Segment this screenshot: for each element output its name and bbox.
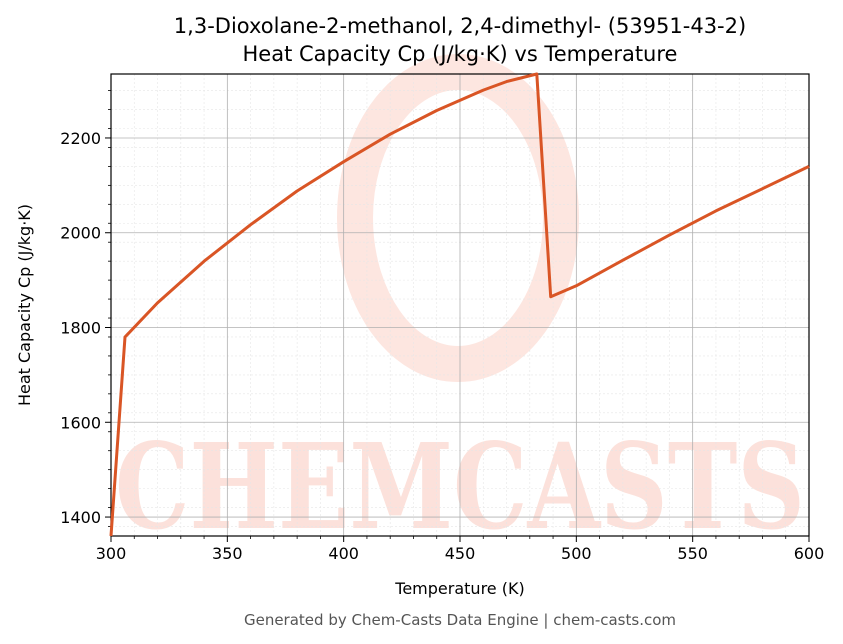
y-tick-label: 1400 [60,508,101,527]
y-tick-label: 1600 [60,413,101,432]
watermark-logo-ring [337,54,579,382]
x-tick-label: 450 [445,544,476,563]
chart-subtitle: Heat Capacity Cp (J/kg·K) vs Temperature [243,42,678,66]
series-layer [109,72,810,537]
x-tick-label: 600 [794,544,825,563]
footer-credit: Generated by Chem-Casts Data Engine | ch… [244,611,676,629]
y-tick-labels: 1400 1600 1800 2000 2200 [60,129,101,527]
x-tick-label: 550 [677,544,708,563]
y-tick-label: 1800 [60,319,101,338]
y-tick-label: 2200 [60,129,101,148]
x-tick-labels: 300 350 400 450 500 550 600 [96,544,825,563]
x-tick-label: 400 [328,544,359,563]
x-axis-label: Temperature (K) [394,579,524,598]
axis-ticks [105,90,810,542]
y-axis-label: Heat Capacity Cp (J/kg·K) [15,204,34,406]
x-tick-label: 300 [96,544,127,563]
series-line-heat-capacity [109,72,810,537]
x-tick-label: 500 [561,544,592,563]
x-tick-label: 350 [212,544,243,563]
chart-title: 1,3-Dioxolane-2-methanol, 2,4-dimethyl- … [174,14,746,38]
y-tick-label: 2000 [60,224,101,243]
